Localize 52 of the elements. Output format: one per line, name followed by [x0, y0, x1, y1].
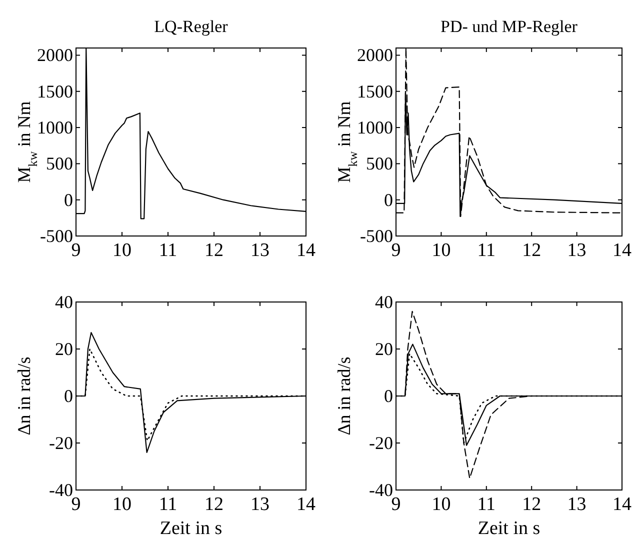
y-tick-label: 1500: [357, 81, 393, 102]
x-tick-label: 9: [71, 240, 81, 261]
x-tick-label: 9: [391, 494, 401, 515]
y-tick-label: 0: [64, 386, 73, 406]
x-tick-label: 13: [567, 240, 586, 261]
y-tick-label: 1000: [37, 118, 73, 138]
y-axis-title: Δn in rad/s: [14, 356, 34, 436]
x-tick-label: 12: [204, 240, 224, 261]
x-tick-label: 11: [158, 240, 178, 261]
x-tick-label: 13: [567, 494, 586, 515]
y-tick-label: -40: [369, 480, 393, 500]
y-tick-label: 2000: [37, 45, 73, 66]
x-tick-label: 11: [477, 494, 496, 515]
x-tick-label: 10: [432, 240, 451, 261]
x-axis-title: Zeit in s: [478, 518, 540, 539]
x-tick-label: 9: [391, 240, 401, 261]
x-tick-label: 14: [296, 240, 316, 261]
x-tick-label: 14: [612, 240, 632, 261]
y-tick-label: 1000: [357, 118, 393, 138]
y-tick-label: -500: [360, 226, 393, 246]
y-tick-label: 0: [384, 190, 393, 210]
x-tick-label: 11: [158, 494, 178, 515]
y-tick-label: 1500: [37, 81, 73, 102]
y-tick-label: 500: [46, 154, 73, 174]
y-tick-label: -20: [369, 433, 393, 453]
y-tick-label: 2000: [357, 45, 393, 66]
chart-title: PD- und MP-Regler: [440, 17, 578, 36]
y-tick-label: -500: [40, 226, 73, 246]
x-tick-label: 9: [71, 494, 81, 515]
y-tick-label: -40: [49, 480, 73, 500]
chart-title: LQ-Regler: [154, 17, 228, 36]
x-tick-label: 12: [204, 494, 224, 515]
x-tick-label: 14: [612, 494, 632, 515]
x-tick-label: 14: [296, 494, 316, 515]
y-tick-label: 20: [375, 339, 393, 359]
x-tick-label: 12: [522, 240, 542, 261]
x-tick-label: 11: [477, 240, 496, 261]
y-tick-label: 20: [55, 339, 73, 359]
x-axis-title: Zeit in s: [160, 518, 222, 539]
y-tick-label: 0: [64, 190, 73, 210]
y-tick-label: 500: [366, 154, 393, 174]
x-tick-label: 13: [250, 494, 270, 515]
x-tick-label: 13: [250, 240, 270, 261]
x-tick-label: 10: [112, 240, 132, 261]
y-tick-label: -20: [49, 433, 73, 453]
y-tick-label: 40: [55, 292, 73, 312]
y-axis-title: Δn in rad/s: [334, 356, 354, 436]
y-tick-label: 40: [375, 292, 393, 312]
x-tick-label: 10: [112, 494, 132, 515]
x-tick-label: 10: [432, 494, 451, 515]
x-tick-label: 12: [522, 494, 542, 515]
y-tick-label: 0: [384, 386, 393, 406]
